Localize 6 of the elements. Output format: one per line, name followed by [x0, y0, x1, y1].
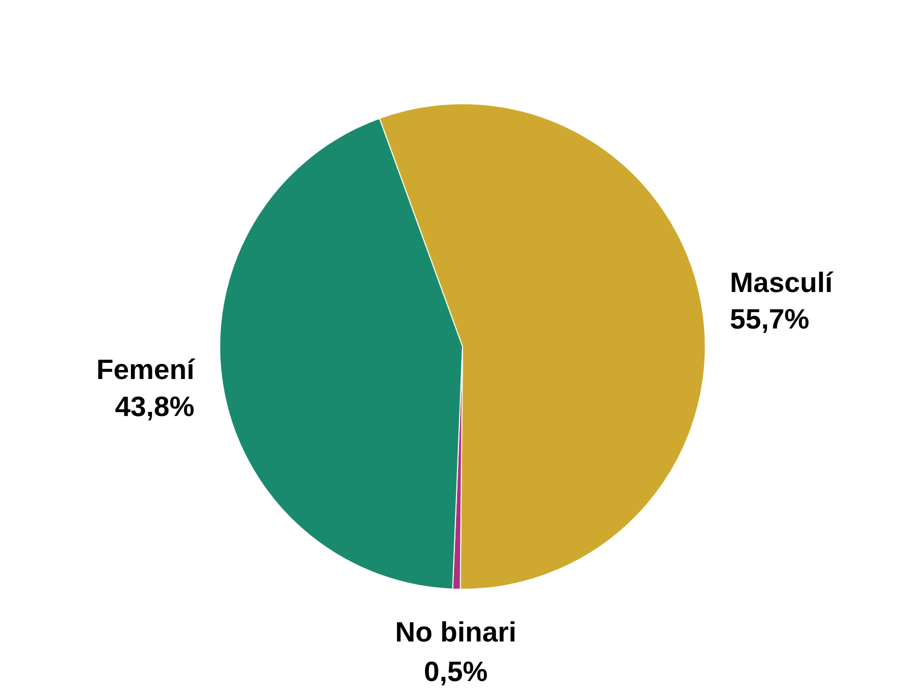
- slice-label: Masculí: [730, 266, 834, 298]
- data-label: 43,8%: [114, 390, 194, 422]
- slice-label: No binari: [395, 616, 516, 648]
- slice-label: Femení: [96, 354, 196, 386]
- data-label: 0,5%: [424, 656, 488, 688]
- data-label: 55,7%: [730, 304, 810, 335]
